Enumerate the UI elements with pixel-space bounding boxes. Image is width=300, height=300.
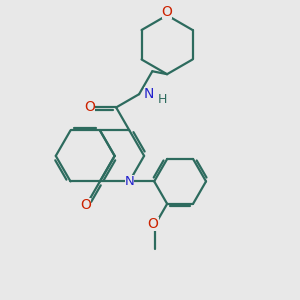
- Text: O: O: [162, 5, 172, 20]
- Text: H: H: [157, 93, 167, 106]
- Text: O: O: [148, 217, 159, 231]
- Text: O: O: [84, 100, 95, 114]
- Text: O: O: [80, 198, 92, 212]
- Text: N: N: [124, 175, 134, 188]
- Text: N: N: [143, 87, 154, 101]
